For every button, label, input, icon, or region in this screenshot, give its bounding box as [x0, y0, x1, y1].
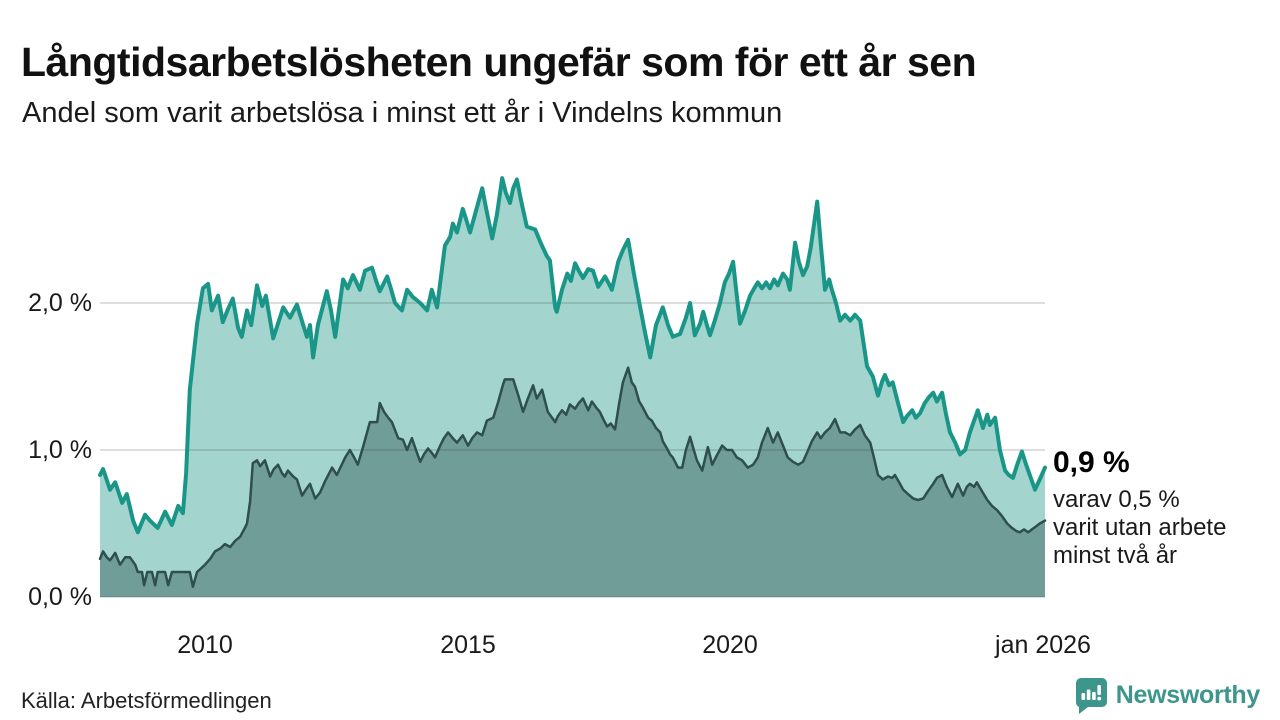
page-title: Långtidsarbetslösheten ungefär som för e…: [21, 39, 977, 86]
newsworthy-wordmark: Newsworthy: [1115, 681, 1261, 709]
series-area-minst-tva-ar: [100, 367, 1045, 597]
x-axis-tick-2015: 2015: [440, 631, 496, 659]
series-line-minst-tva-ar: [98, 366, 1047, 588]
latest-value-annotation: 0,9 % varav 0,5 % varit utan arbete mins…: [1053, 446, 1273, 570]
x-axis-tick-2020: 2020: [702, 631, 758, 659]
source-note: Källa: Arbetsförmedlingen: [21, 688, 272, 713]
annotation-line-2: varit utan arbete: [1053, 514, 1227, 541]
y-axis-tick-0.0: 0,0 %: [28, 583, 92, 611]
newsworthy-logo: Newsworthy: [1074, 677, 1260, 714]
series-line-minst-ett-ar: [98, 176, 1047, 535]
annotation-line-1: varav 0,5 %: [1053, 486, 1180, 513]
latest-value-label: 0,9 %: [1053, 446, 1130, 479]
y-axis-tick-1.0: 1,0 %: [28, 436, 92, 464]
page-subtitle: Andel som varit arbetslösa i minst ett å…: [22, 97, 783, 129]
y-axis-tick-2.0: 2,0 %: [28, 289, 92, 317]
x-axis-tick-jan-2026: jan 2026: [995, 631, 1091, 659]
annotation-line-3: minst två år: [1053, 542, 1178, 569]
newsworthy-icon: [1075, 678, 1107, 714]
x-axis-tick-2010: 2010: [177, 631, 233, 659]
